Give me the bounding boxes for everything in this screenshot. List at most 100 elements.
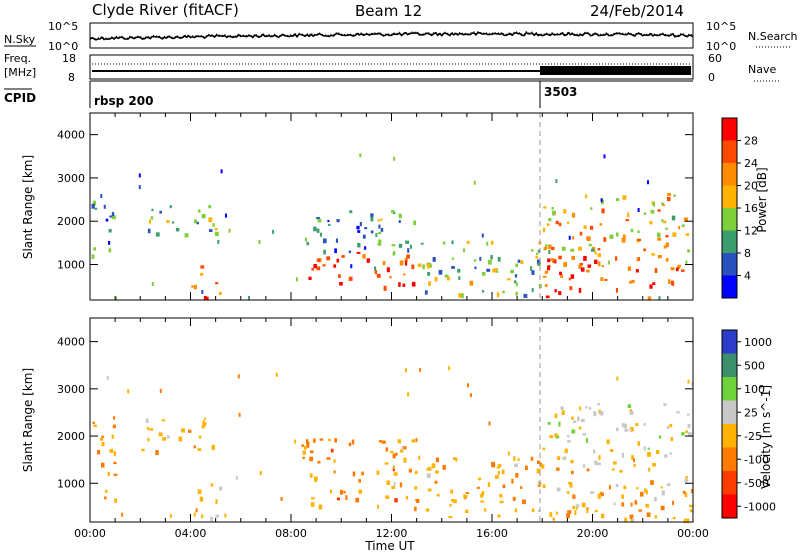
colorbar-tick-label: -1000	[744, 500, 776, 513]
range-cell	[358, 489, 362, 494]
range-cell	[520, 486, 523, 489]
range-cell	[99, 438, 104, 441]
range-cell	[202, 422, 207, 426]
range-cell	[514, 508, 517, 513]
range-cell	[306, 439, 309, 444]
range-cell	[197, 489, 202, 495]
range-cell	[418, 455, 421, 460]
range-cell	[392, 467, 395, 472]
x-tick-label: 00:00	[677, 527, 709, 540]
range-cell	[275, 372, 278, 377]
range-cell	[662, 204, 665, 207]
range-cell	[258, 240, 261, 244]
range-cell	[548, 250, 551, 254]
range-cell	[393, 481, 396, 486]
range-cell	[601, 265, 604, 268]
range-cell	[588, 407, 592, 410]
range-cell	[424, 290, 428, 295]
range-cell	[490, 255, 493, 260]
range-cell	[172, 221, 175, 224]
range-cell	[542, 447, 546, 451]
range-cell	[404, 260, 408, 266]
range-cell	[169, 205, 172, 209]
range-cell	[522, 499, 526, 505]
range-cell	[149, 428, 154, 431]
range-cell	[593, 411, 597, 417]
colorbar-swatch	[722, 208, 737, 231]
range-cell	[114, 498, 118, 503]
range-cell	[306, 443, 310, 448]
x-tick-label: 12:00	[376, 527, 408, 540]
range-cell	[473, 180, 476, 185]
range-cell	[554, 433, 558, 437]
range-cell	[637, 230, 640, 233]
range-cell	[590, 207, 593, 210]
range-cell	[487, 259, 492, 265]
colorbar-tick-label: -100	[744, 453, 769, 466]
range-cell	[109, 448, 114, 453]
range-cell	[658, 435, 662, 439]
range-cell	[651, 253, 656, 256]
range-cell	[637, 441, 641, 446]
range-cell	[671, 215, 676, 221]
range-cell	[162, 437, 167, 441]
range-cell	[497, 470, 500, 475]
range-cell	[686, 518, 690, 524]
range-cell	[391, 244, 396, 247]
range-cell	[649, 221, 653, 225]
range-cell	[685, 260, 688, 265]
range-cell	[556, 487, 561, 492]
range-cell	[111, 212, 115, 217]
range-cell	[422, 264, 425, 270]
range-cell	[486, 268, 491, 272]
range-cell	[458, 276, 461, 281]
range-cell	[689, 509, 693, 513]
range-cell	[375, 233, 378, 237]
power-panel: 1000 2000 3000 4000 Slant Range [km]	[21, 112, 694, 301]
range-cell	[665, 258, 669, 262]
range-cell	[543, 247, 548, 251]
range-cell	[92, 200, 96, 206]
range-cell	[310, 450, 314, 454]
station-title: Clyde River (fitACF)	[92, 1, 239, 19]
range-cell	[536, 468, 541, 474]
range-cell	[496, 292, 500, 298]
range-cell	[427, 264, 430, 269]
range-cell	[490, 240, 494, 245]
range-cell	[448, 366, 451, 371]
range-cell	[91, 203, 95, 209]
range-cell	[111, 215, 116, 220]
range-cell	[425, 508, 430, 512]
range-cell	[580, 267, 585, 272]
range-cell	[629, 411, 634, 415]
range-cell	[348, 276, 353, 281]
range-cell	[359, 153, 362, 158]
range-cell	[665, 242, 669, 248]
y-tick-label: 4000	[57, 336, 85, 349]
range-cell	[335, 238, 338, 243]
range-cell	[385, 447, 389, 452]
range-cell	[450, 489, 454, 494]
range-cell	[220, 169, 223, 174]
range-cell	[317, 460, 321, 464]
range-cell	[520, 260, 524, 264]
range-cell	[426, 468, 431, 471]
range-cell	[619, 470, 623, 473]
velocity-colorbar-label: Velocity [m s^-1]	[759, 385, 773, 489]
range-cell	[635, 423, 639, 426]
freq-line-segment-2	[540, 66, 691, 75]
range-cell	[386, 480, 390, 485]
range-cell	[621, 502, 625, 507]
range-cell	[113, 461, 117, 465]
range-cell	[208, 205, 212, 209]
colorbar-swatch	[722, 330, 737, 354]
range-cell	[402, 283, 406, 287]
power-scatter	[91, 153, 691, 301]
range-cell	[370, 230, 374, 234]
range-cell	[326, 256, 331, 261]
range-cell	[544, 270, 548, 274]
range-cell	[438, 269, 443, 275]
range-cell	[559, 271, 562, 275]
range-cell	[613, 502, 616, 506]
range-cell	[377, 243, 382, 246]
